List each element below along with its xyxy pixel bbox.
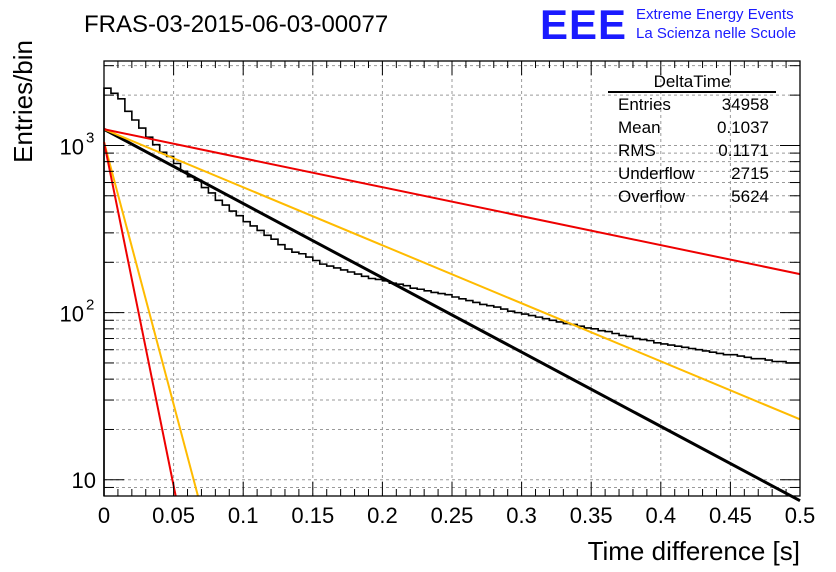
eee-logo-mark: EEE [540, 1, 627, 48]
stats-value: 2715 [731, 164, 769, 183]
stats-label: Entries [618, 95, 671, 114]
stats-value: 34958 [722, 95, 769, 114]
fit-line-2 [103, 128, 801, 276]
x-tick-label: 0.2 [367, 503, 398, 528]
stats-value: 5624 [731, 187, 769, 206]
fit-line-4 [103, 141, 177, 497]
eee-logo-line1: Extreme Energy Events [636, 6, 794, 23]
stats-value: 0.1171 [718, 141, 769, 160]
x-tick-label: 0.3 [506, 503, 537, 528]
stats-label: RMS [618, 141, 656, 160]
histogram-steps [103, 87, 800, 496]
stats-box: DeltaTime Entries 34958 Mean 0.1037 RMS 0.117… [608, 72, 776, 206]
stats-label: Overflow [618, 187, 686, 206]
stats-value: 0.1037 [717, 118, 769, 137]
x-axis-label: Time difference [s] [588, 536, 800, 566]
y-tick-exponent: 2 [86, 297, 94, 314]
y-tick-label: 10 [60, 302, 84, 327]
x-tick-label: 0.05 [152, 503, 195, 528]
y-tick-exponent: 3 [86, 129, 94, 146]
eee-logo: EEE Extreme Energy Events La Scienza nel… [540, 1, 796, 48]
x-axis: 0 0.05 0.1 0.15 0.2 0.25 0.3 0.35 0.4 0.45 0.5 [98, 61, 815, 528]
fit-line-0 [103, 127, 801, 503]
x-tick-label: 0.35 [570, 503, 613, 528]
stats-label: Underflow [618, 164, 695, 183]
stats-label: Mean [618, 118, 661, 137]
x-tick-label: 0.45 [709, 503, 752, 528]
fit-line-1 [103, 128, 801, 421]
y-tick-label: 10 [60, 134, 84, 159]
x-tick-label: 0.1 [228, 503, 259, 528]
y-axis-label: Entries/bin [8, 40, 38, 163]
fit-lines [103, 127, 801, 503]
histogram [103, 87, 800, 496]
chart-title: FRAS-03-2015-06-03-00077 [84, 11, 388, 38]
x-tick-label: 0.5 [785, 503, 816, 528]
x-tick-label: 0.15 [291, 503, 334, 528]
x-tick-label: 0.4 [646, 503, 677, 528]
eee-logo-line2: La Scienza nelle Scuole [636, 25, 796, 42]
fit-line-3 [103, 141, 199, 497]
x-tick-label: 0 [98, 503, 110, 528]
y-tick-label: 10 [72, 468, 96, 493]
x-tick-label: 0.25 [431, 503, 474, 528]
stats-box-name: DeltaTime [654, 72, 731, 91]
grid-lines [103, 61, 801, 497]
